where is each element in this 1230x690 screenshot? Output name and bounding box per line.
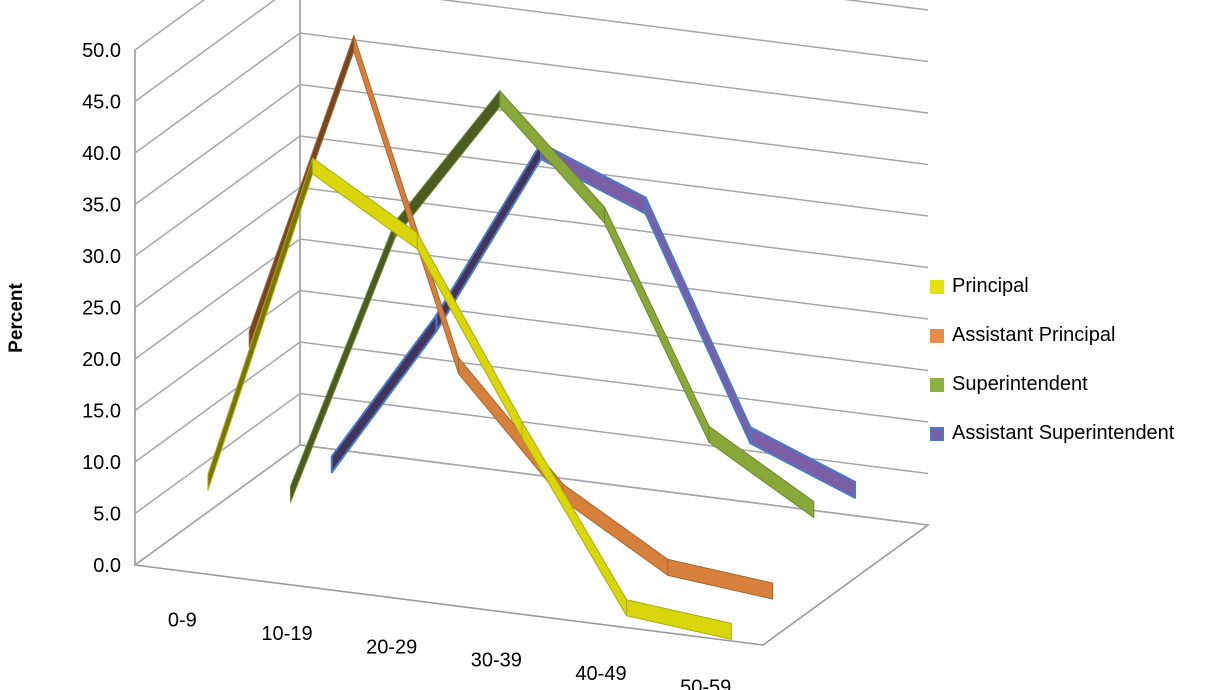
x-tick-label: 50-59 [680,676,731,690]
gridline [134,135,929,257]
y-axis-label: Percent [6,282,27,352]
legend-item-assistant-superintendent: Assistant Superintendent [930,409,1174,458]
series-superintendent [289,90,815,519]
y-tick-label: 15.0 [82,401,121,423]
series-segment [289,221,396,503]
legend-label-principal: Principal [952,275,1029,297]
gridline [134,341,929,463]
legend-swatch-superintendent [930,377,944,392]
x-tick-label: 30-39 [471,650,522,672]
y-tick-label: 35.0 [82,195,121,217]
x-tick-label: 20-29 [366,636,417,658]
y-tick-label: 20.0 [82,349,121,371]
gridline [134,0,929,103]
series-segment [499,90,605,224]
legend: Principal Assistant Principal Superinten… [930,262,1174,458]
gridline [134,186,929,309]
y-tick-label: 40.0 [82,143,121,165]
x-tick-labels: 0-9 10-19 20-29 30-39 40-49 50-59 [168,610,731,690]
series-assistant-superintendent [330,142,857,499]
legend-label-superintendent: Superintendent [952,373,1088,395]
x-tick-label: 40-49 [575,663,626,685]
series-segment [312,157,418,250]
gridline [134,83,929,206]
series-segment [330,314,438,474]
legend-item-principal: Principal [930,262,1174,311]
y-tick-label: 45.0 [82,92,121,114]
x-tick-label: 10-19 [261,623,312,645]
gridline [134,238,929,360]
series-principal [207,157,732,640]
y-tick-labels: 0.0 5.0 10.0 15.0 20.0 25.0 30.0 35.0 40.0 45.0 50… [82,40,121,577]
series-segment [626,599,732,640]
legend-swatch-principal [930,279,944,294]
legend-label-assistant-principal: Assistant Principal [952,324,1116,346]
y-tick-label: 10.0 [82,452,121,474]
series-segment [667,558,774,600]
series-ribbons [207,34,857,640]
series-segment [708,425,815,519]
series-segment [749,426,857,499]
series-segment [603,206,710,443]
y-tick-label: 5.0 [93,504,121,526]
y-tick-label: 0.0 [93,555,121,577]
legend-label-assistant-superintendent: Assistant Superintendent [952,422,1175,444]
legend-swatch-assistant-superintendent [930,426,944,441]
y-tick-label: 30.0 [82,246,121,268]
x-tick-label: 0-9 [168,610,197,632]
legend-swatch-assistant-principal [930,328,944,343]
gridline [134,444,929,566]
series-segment [207,157,314,491]
gridline [134,0,929,51]
y-tick-label: 50.0 [82,40,121,62]
gridline [134,32,929,154]
gridline [134,289,929,412]
gridlines [134,0,929,566]
y-tick-label: 25.0 [82,298,121,320]
legend-item-superintendent: Superintendent [930,360,1174,409]
legend-item-assistant-principal: Assistant Principal [930,311,1174,360]
